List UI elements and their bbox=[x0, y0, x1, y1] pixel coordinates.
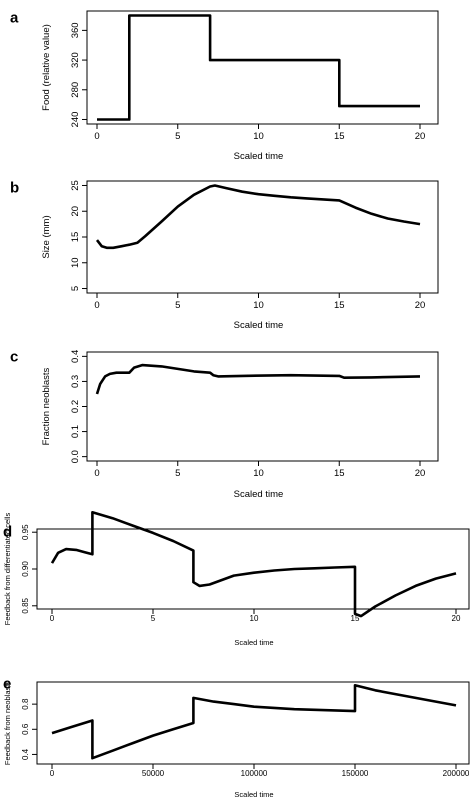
x-tick-label: 15 bbox=[334, 468, 345, 479]
x-tick-label: 20 bbox=[415, 468, 426, 479]
x-tick-label: 10 bbox=[253, 468, 264, 479]
y-tick-label: 25 bbox=[70, 180, 81, 191]
panel-d: d 0 5 10 15 20 0.85 0.90 0.95 Scaled time Feedback… bbox=[3, 510, 470, 647]
x-tick-label: 20 bbox=[415, 300, 426, 311]
plot-frame bbox=[86, 10, 439, 125]
panel-letter: a bbox=[10, 9, 19, 26]
y-tick-label: 0.2 bbox=[70, 400, 81, 413]
x-tick-label: 5 bbox=[175, 300, 180, 311]
y-axis-label: Feedback from differentiated cells bbox=[3, 513, 12, 626]
series-line bbox=[97, 14, 420, 121]
panel-a: a 0 5 10 15 20 240 280 320 360 Scaled time Food (re… bbox=[10, 9, 439, 162]
x-axis-label: Scaled time bbox=[234, 320, 284, 331]
plot-frame bbox=[36, 681, 470, 765]
panel-letter: b bbox=[10, 179, 19, 196]
panel-letter: c bbox=[10, 348, 18, 365]
panel-letter: e bbox=[3, 675, 11, 692]
plot-frame bbox=[36, 528, 470, 610]
panel-b: b 0 5 10 15 20 5 10 15 20 25 Scaled time Size (mm) bbox=[10, 179, 439, 331]
y-tick-label: 0.8 bbox=[21, 698, 30, 710]
x-axis-label: Scaled time bbox=[234, 638, 273, 647]
plot-frame bbox=[86, 180, 439, 294]
y-axis-label: Feedback from neoblasts bbox=[3, 681, 12, 765]
x-tick-label: 10 bbox=[253, 131, 264, 142]
x-axis-label: Scaled time bbox=[234, 790, 273, 799]
y-tick-label: 0.85 bbox=[21, 597, 30, 613]
y-tick-label: 0.6 bbox=[21, 723, 30, 735]
x-tick-label: 0 bbox=[94, 468, 99, 479]
series-line bbox=[95, 363, 421, 395]
x-tick-label: 5 bbox=[175, 468, 180, 479]
y-axis-label: Fraction neoblasts bbox=[41, 367, 52, 445]
x-tick-label: 0 bbox=[94, 300, 99, 311]
y-tick-label: 320 bbox=[70, 52, 81, 68]
x-tick-label: 5 bbox=[151, 614, 156, 623]
y-tick-label: 0.1 bbox=[70, 425, 81, 438]
x-tick-label: 0 bbox=[94, 131, 99, 142]
y-axis-label: Food (relative value) bbox=[41, 24, 52, 111]
plot-frame bbox=[86, 351, 439, 462]
x-axis-label: Scaled time bbox=[234, 151, 284, 162]
y-tick-label: 0.0 bbox=[70, 450, 81, 463]
x-tick-label: 20 bbox=[452, 614, 461, 623]
panel-letter: d bbox=[3, 523, 12, 540]
x-tick-label: 0 bbox=[50, 769, 55, 778]
x-tick-label: 5 bbox=[175, 131, 180, 142]
series-line bbox=[51, 683, 457, 760]
x-tick-label: 20 bbox=[415, 131, 426, 142]
y-tick-label: 0.3 bbox=[70, 375, 81, 388]
y-axis-label: Size (mm) bbox=[41, 215, 52, 258]
x-tick-label: 0 bbox=[50, 614, 55, 623]
y-tick-label: 0.95 bbox=[21, 524, 30, 540]
y-tick-label: 10 bbox=[70, 257, 81, 268]
series-line bbox=[95, 184, 421, 250]
panel-c: c 0 5 10 15 20 0.0 0.1 0.2 0.3 0.4 Scaled time Fract… bbox=[10, 348, 439, 500]
y-tick-label: 0.4 bbox=[21, 748, 30, 760]
y-tick-label: 20 bbox=[70, 206, 81, 217]
x-tick-label: 150000 bbox=[342, 769, 369, 778]
y-tick-label: 15 bbox=[70, 232, 81, 243]
series-line bbox=[50, 510, 457, 618]
x-tick-label: 50000 bbox=[142, 769, 165, 778]
x-axis-label: Scaled time bbox=[234, 489, 284, 500]
panel-e: e 0 50000 100000 150000 200000 0.4 0.6 0.8 Scaled… bbox=[3, 675, 470, 799]
y-tick-label: 240 bbox=[70, 112, 81, 128]
x-tick-label: 100000 bbox=[241, 769, 268, 778]
y-tick-label: 5 bbox=[70, 286, 81, 291]
y-tick-label: 360 bbox=[70, 22, 81, 38]
y-tick-label: 0.90 bbox=[21, 561, 30, 577]
x-tick-label: 15 bbox=[351, 614, 360, 623]
x-tick-label: 200000 bbox=[443, 769, 470, 778]
y-tick-label: 0.4 bbox=[70, 350, 81, 363]
x-tick-label: 10 bbox=[253, 300, 264, 311]
y-tick-label: 280 bbox=[70, 82, 81, 98]
x-tick-label: 15 bbox=[334, 131, 345, 142]
x-tick-label: 15 bbox=[334, 300, 345, 311]
x-tick-label: 10 bbox=[250, 614, 259, 623]
